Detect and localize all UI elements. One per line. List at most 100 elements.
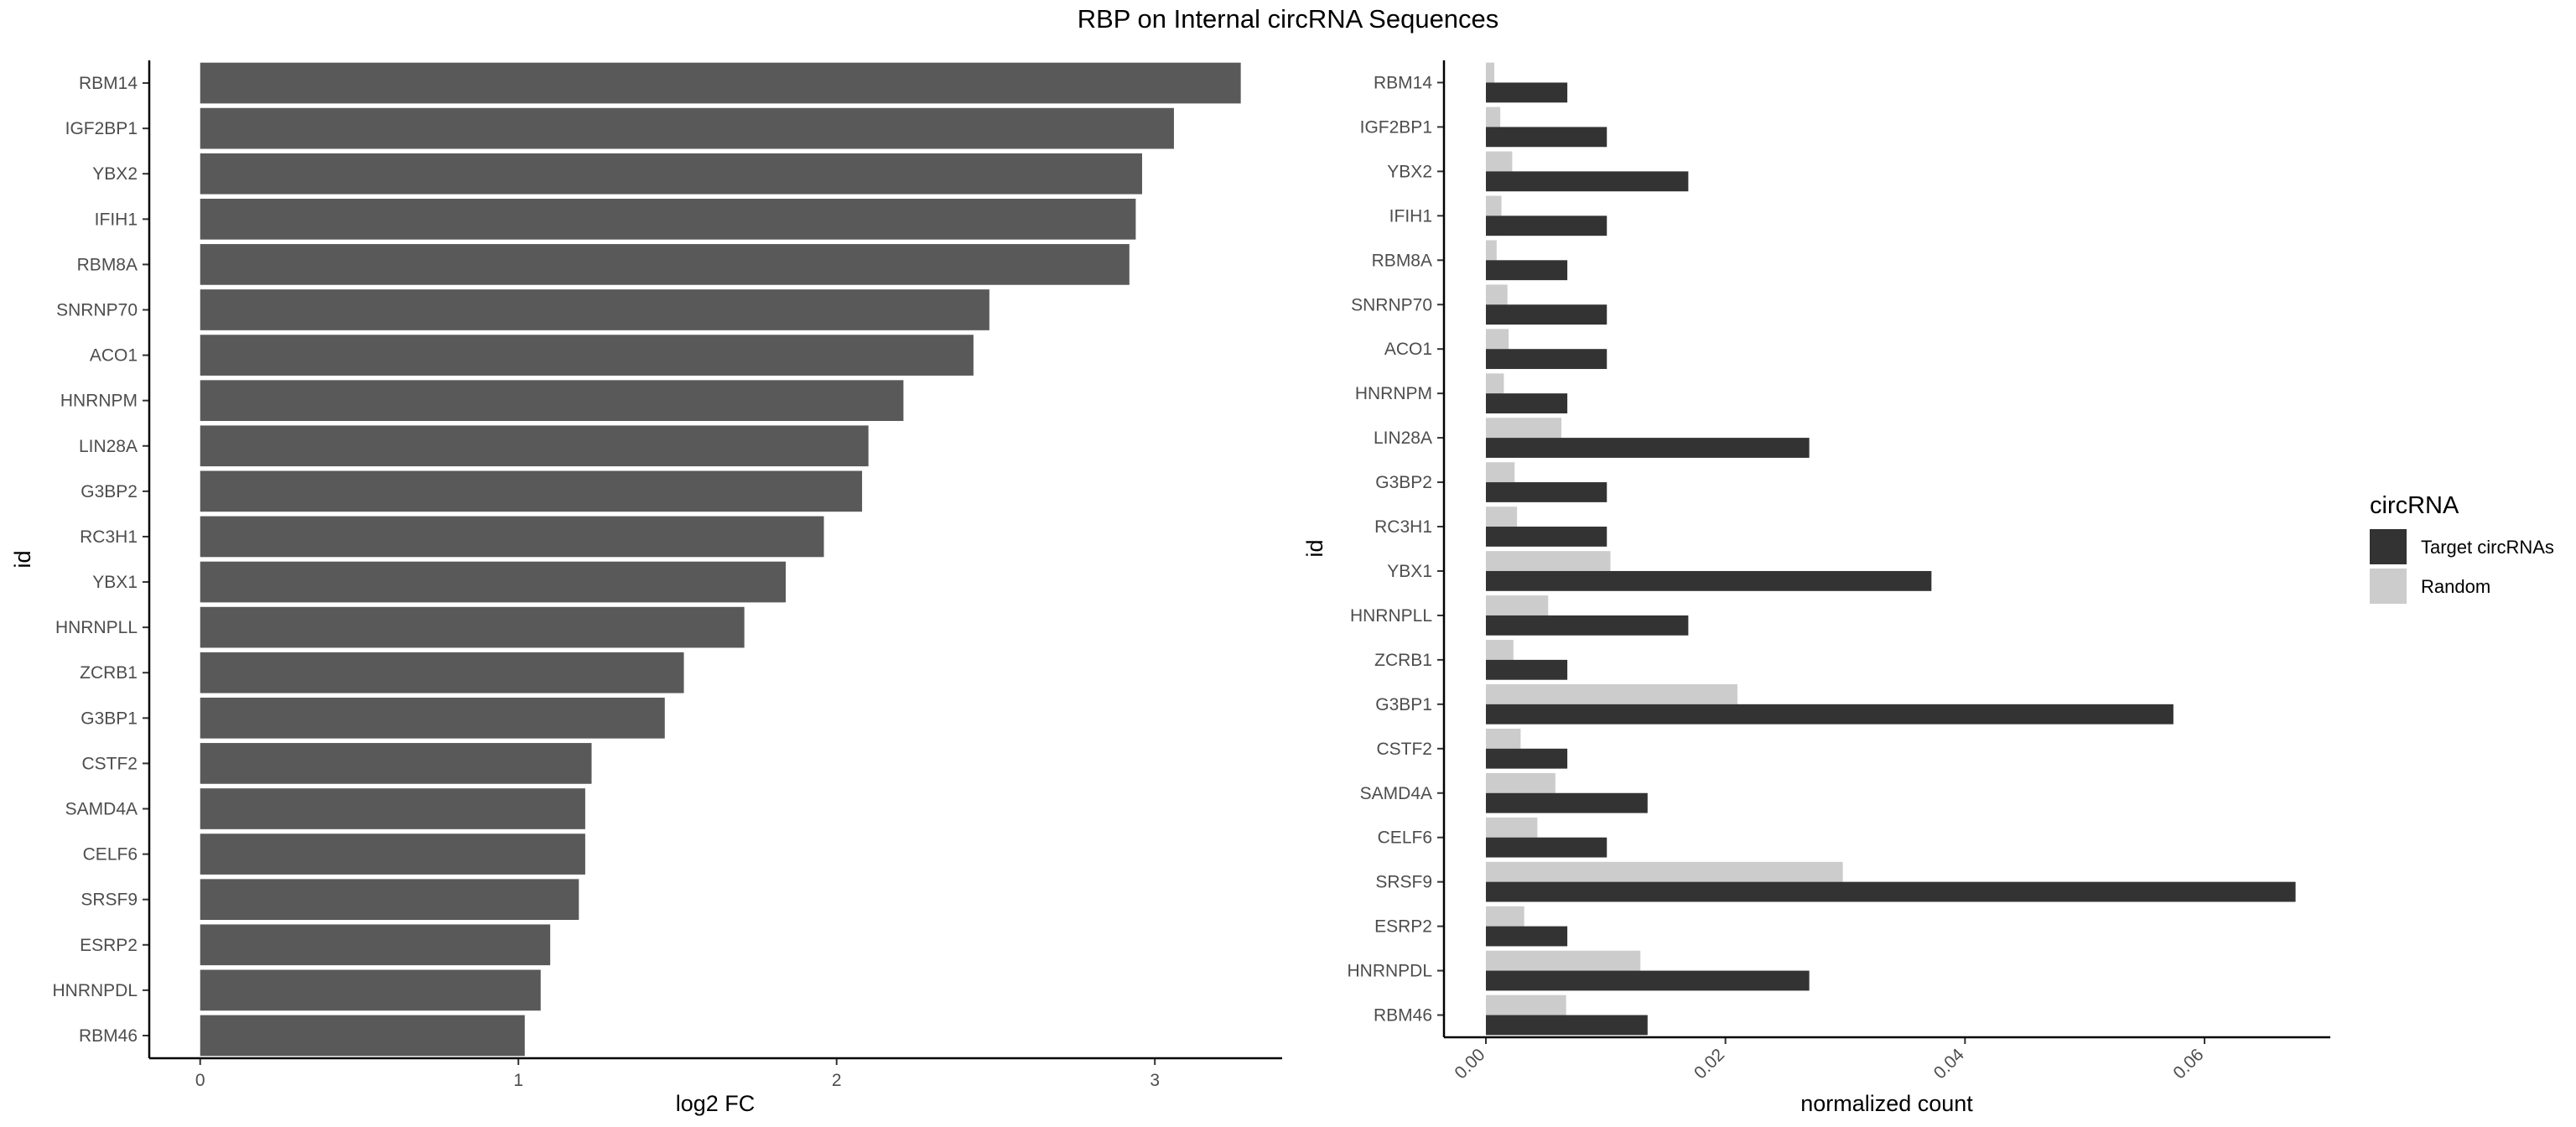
right-x-tick-label: 0.04 bbox=[1930, 1045, 1968, 1083]
bar-random-aco1 bbox=[1485, 329, 1509, 350]
left-y-tick-label: SRSF9 bbox=[80, 891, 138, 910]
bar-random-rbm46 bbox=[1485, 995, 1566, 1015]
left-y-tick-label: RBM8A bbox=[77, 255, 138, 274]
legend-title: circRNA bbox=[2370, 492, 2459, 519]
bar-random-lin28a bbox=[1485, 418, 1561, 439]
bar-random-snrnp70 bbox=[1485, 284, 1508, 305]
left-y-tick-label: CSTF2 bbox=[81, 754, 138, 773]
bar-log2fc-celf6 bbox=[200, 834, 585, 875]
bar-random-hnrnpdl bbox=[1485, 950, 1641, 971]
bar-target-g3bp2 bbox=[1485, 482, 1607, 502]
right-x-tick-label: 0.06 bbox=[2169, 1045, 2207, 1083]
bar-log2fc-ybx2 bbox=[200, 153, 1143, 195]
bar-random-rbm14 bbox=[1485, 62, 1494, 83]
left-y-tick-label: HNRNPLL bbox=[55, 618, 138, 637]
right-y-tick-label: IGF2BP1 bbox=[1360, 117, 1432, 137]
bar-target-g3bp1 bbox=[1485, 704, 2174, 724]
figure-title: RBP on Internal circRNA Sequences bbox=[1078, 4, 1499, 34]
left-x-tick-label: 0 bbox=[195, 1071, 205, 1090]
left-x-tick-label: 3 bbox=[1150, 1071, 1160, 1090]
right-y-tick-label: LIN28A bbox=[1374, 428, 1432, 448]
left-y-tick-label: ZCRB1 bbox=[80, 663, 138, 683]
bar-log2fc-hnrnpll bbox=[200, 606, 745, 648]
right-x-tick-label: 0.02 bbox=[1690, 1045, 1728, 1083]
bar-random-rbm8a bbox=[1485, 240, 1497, 261]
bar-random-celf6 bbox=[1485, 817, 1538, 838]
left-y-axis-title: id bbox=[10, 550, 35, 568]
legend-label-random: Random bbox=[2421, 576, 2490, 597]
left-y-tick-label: RBM46 bbox=[79, 1026, 138, 1046]
left-y-tick-label: RBM14 bbox=[79, 74, 138, 93]
left-x-axis-title: log2 FC bbox=[676, 1091, 756, 1116]
bar-random-rc3h1 bbox=[1485, 506, 1518, 527]
bar-target-esrp2 bbox=[1485, 926, 1568, 947]
left-y-tick-label: YBX1 bbox=[92, 573, 138, 592]
bar-log2fc-zcrb1 bbox=[200, 652, 684, 693]
bar-random-hnrnpm bbox=[1485, 373, 1504, 394]
bar-log2fc-cstf2 bbox=[200, 743, 592, 784]
bar-target-rc3h1 bbox=[1485, 527, 1607, 547]
bar-log2fc-hnrnpm bbox=[200, 380, 904, 422]
bar-target-igf2bp1 bbox=[1485, 127, 1607, 148]
right-y-tick-label: SAMD4A bbox=[1360, 784, 1432, 803]
left-y-tick-label: YBX2 bbox=[92, 164, 138, 184]
bar-log2fc-samd4a bbox=[200, 788, 585, 829]
bar-log2fc-igf2bp1 bbox=[200, 107, 1174, 149]
bar-random-ybx1 bbox=[1485, 551, 1611, 571]
bar-target-samd4a bbox=[1485, 792, 1648, 813]
bar-target-hnrnpdl bbox=[1485, 970, 1810, 991]
bar-target-rbm8a bbox=[1485, 260, 1568, 281]
right-y-tick-label: SRSF9 bbox=[1375, 873, 1432, 892]
left-x-tick-label: 2 bbox=[832, 1071, 842, 1090]
bar-random-zcrb1 bbox=[1485, 640, 1514, 660]
right-x-ticks: 0.00 0.02 0.04 0.06 bbox=[1451, 1037, 2208, 1083]
legend-label-target: Target circRNAs bbox=[2421, 537, 2554, 558]
left-y-tick-label: SNRNP70 bbox=[56, 301, 138, 320]
bar-target-hnrnpll bbox=[1485, 615, 1689, 636]
right-y-tick-label: IFIH1 bbox=[1389, 206, 1432, 226]
left-x-tick-label: 1 bbox=[513, 1071, 523, 1090]
left-y-tick-label: CELF6 bbox=[83, 845, 138, 865]
left-y-tick-label: SAMD4A bbox=[65, 800, 138, 819]
legend-swatch-random bbox=[2370, 569, 2407, 604]
bar-log2fc-esrp2 bbox=[200, 924, 551, 966]
right-x-tick-label: 0.00 bbox=[1451, 1045, 1488, 1083]
right-x-axis-title: normalized count bbox=[1800, 1091, 1973, 1116]
bar-log2fc-g3bp2 bbox=[200, 470, 863, 512]
bar-target-snrnp70 bbox=[1485, 304, 1607, 325]
left-y-tick-label: G3BP2 bbox=[80, 482, 138, 501]
bar-log2fc-ifih1 bbox=[200, 198, 1136, 240]
right-y-tick-label: CELF6 bbox=[1378, 828, 1432, 848]
legend: circRNA Target circRNAs Random bbox=[2370, 492, 2554, 604]
right-y-tick-label: ZCRB1 bbox=[1374, 651, 1432, 670]
left-y-tick-label: HNRNPM bbox=[60, 392, 138, 411]
right-y-tick-label: G3BP1 bbox=[1375, 695, 1432, 714]
left-y-tick-label: LIN28A bbox=[79, 437, 138, 456]
left-y-tick-label: ACO1 bbox=[90, 346, 138, 366]
right-y-tick-label: CSTF2 bbox=[1376, 740, 1432, 759]
right-y-tick-label: SNRNP70 bbox=[1351, 295, 1432, 314]
right-y-tick-label: RC3H1 bbox=[1374, 517, 1432, 537]
bar-random-samd4a bbox=[1485, 772, 1555, 793]
left-y-tick-label: IFIH1 bbox=[95, 210, 138, 229]
bar-target-ybx2 bbox=[1485, 171, 1689, 192]
left-y-ticks: RBM14 IGF2BP1 YBX2 IFIH1 RBM8A SNRNP70 ACO1 HNR… bbox=[52, 74, 149, 1046]
right-panel: RBM14 IGF2BP1 YBX2 IFIH1 RBM8A SNRNP70 ACO1 HNR… bbox=[1302, 60, 2330, 1116]
left-y-tick-label: RC3H1 bbox=[80, 527, 138, 547]
bar-log2fc-rc3h1 bbox=[200, 516, 824, 558]
right-y-tick-label: YBX2 bbox=[1387, 162, 1432, 181]
bar-log2fc-snrnp70 bbox=[200, 289, 989, 330]
right-y-axis-title: id bbox=[1302, 539, 1327, 557]
left-y-tick-label: G3BP1 bbox=[80, 709, 138, 728]
right-y-tick-label: YBX1 bbox=[1387, 562, 1432, 581]
bar-random-ybx2 bbox=[1485, 151, 1513, 172]
right-y-tick-label: ESRP2 bbox=[1374, 917, 1432, 937]
bar-log2fc-rbm46 bbox=[200, 1015, 525, 1057]
bar-log2fc-lin28a bbox=[200, 425, 869, 467]
bar-random-cstf2 bbox=[1485, 728, 1521, 749]
bar-random-g3bp1 bbox=[1485, 684, 1737, 704]
bar-target-hnrnpm bbox=[1485, 393, 1568, 413]
left-y-tick-label: HNRNPDL bbox=[52, 981, 138, 1000]
right-y-tick-label: ACO1 bbox=[1384, 340, 1432, 359]
